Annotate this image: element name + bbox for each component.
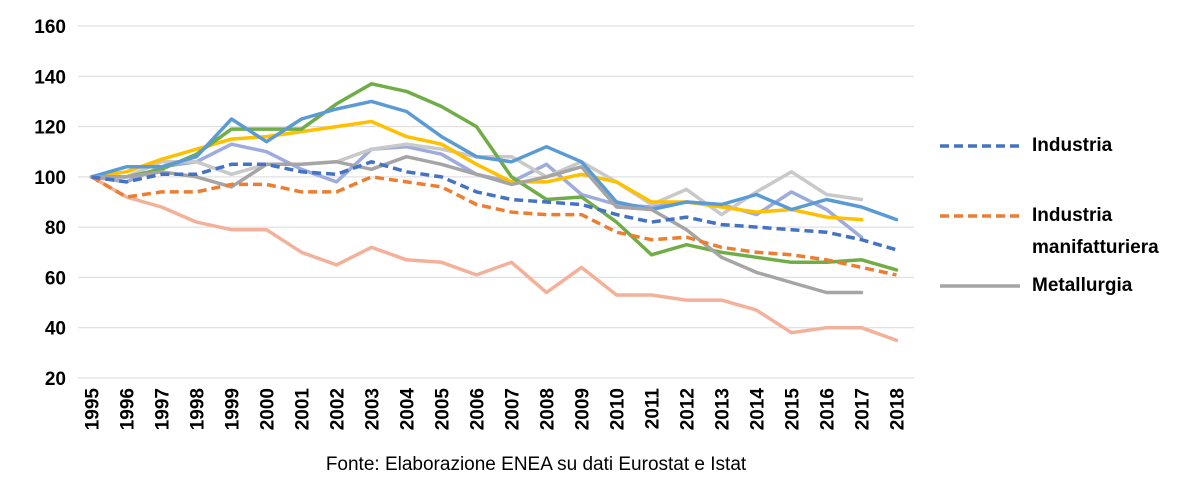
x-tick-label: 2006 <box>468 388 489 430</box>
y-tick-label: 160 <box>34 17 66 38</box>
x-tick-label: 1998 <box>188 388 209 430</box>
x-tick-label: 2005 <box>433 388 454 431</box>
x-tick-label: 2013 <box>713 388 734 430</box>
legend-label: Industria manifatturiera <box>1032 205 1159 258</box>
y-tick-label: 140 <box>34 67 66 88</box>
x-tick-label: 2018 <box>888 388 909 430</box>
series-line <box>89 99 899 222</box>
x-tick-label: 2001 <box>293 388 314 431</box>
x-tick-label: 2017 <box>853 388 874 430</box>
legend-swatch <box>940 214 1020 218</box>
x-tick-label: 2004 <box>398 388 419 431</box>
series-line <box>91 160 897 252</box>
y-tick-label: 120 <box>34 118 66 139</box>
y-tick-label: 80 <box>45 218 66 239</box>
series-line <box>89 175 899 343</box>
x-tick-label: 2008 <box>538 388 559 430</box>
y-tick-label: 60 <box>45 268 66 289</box>
legend-label: Industria <box>1032 135 1113 156</box>
x-tick-label: 1999 <box>223 388 244 430</box>
x-tick-label: 2007 <box>503 388 524 430</box>
x-tick-label: 2002 <box>328 388 349 430</box>
legend-item: Metallurgia <box>938 270 1182 302</box>
x-tick-label: 1997 <box>153 388 174 430</box>
legend-item: Industria <box>938 130 1182 162</box>
source-note: Fonte: Elaborazione ENEA su dati Eurosta… <box>326 454 747 475</box>
y-tick-label: 100 <box>34 168 66 189</box>
y-tick-label: 40 <box>45 319 66 340</box>
x-tick-label: 1996 <box>118 388 139 430</box>
x-tick-label: 2000 <box>258 388 279 430</box>
x-tick-label: 2012 <box>678 388 699 430</box>
legend-item: Industria manifatturiera <box>938 200 1182 264</box>
x-tick-label: 2003 <box>363 388 384 430</box>
x-tick-label: 2014 <box>748 388 769 431</box>
series-line <box>90 175 897 277</box>
legend-swatch <box>940 284 1020 288</box>
x-tick-label: 2015 <box>783 388 804 431</box>
legend-swatch <box>940 144 1020 148</box>
x-tick-label: 2010 <box>608 388 629 430</box>
series-line <box>89 82 899 272</box>
x-tick-label: 2011 <box>643 388 664 430</box>
series-line <box>89 154 864 295</box>
x-tick-label: 1995 <box>83 388 104 431</box>
x-tick-label: 2016 <box>818 388 839 430</box>
series-line <box>89 119 864 222</box>
y-tick-label: 20 <box>45 369 66 390</box>
legend-label: Metallurgia <box>1032 275 1133 296</box>
x-tick-label: 2009 <box>573 388 594 430</box>
